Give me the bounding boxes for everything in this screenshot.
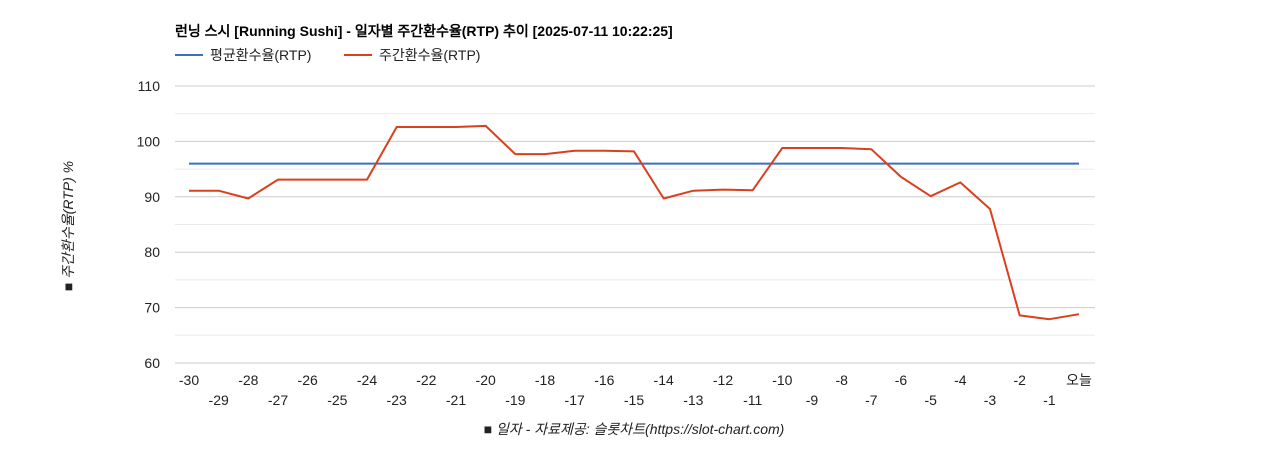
- x-tick-label: -27: [268, 392, 288, 408]
- x-tick-label: -8: [835, 372, 848, 388]
- x-tick-label: -26: [298, 372, 318, 388]
- y-tick-label: 100: [137, 133, 161, 149]
- x-tick-label: -6: [895, 372, 908, 388]
- x-tick-label: -21: [446, 392, 466, 408]
- x-tick-label: -5: [924, 392, 937, 408]
- x-tick-label: -9: [806, 392, 819, 408]
- x-tick-label: -16: [594, 372, 614, 388]
- y-tick-label: 60: [144, 355, 160, 371]
- y-axis-title: ■ 주간환수율(RTP) %: [60, 161, 76, 291]
- x-tick-label: -3: [984, 392, 997, 408]
- x-tick-label: -29: [209, 392, 229, 408]
- x-tick-label: -28: [238, 372, 258, 388]
- x-tick-label: -12: [713, 372, 733, 388]
- y-tick-label: 70: [144, 300, 160, 316]
- y-tick-label: 110: [138, 78, 161, 94]
- x-tick-label: -22: [416, 372, 436, 388]
- x-tick-label: -18: [535, 372, 555, 388]
- x-tick-label: -1: [1043, 392, 1056, 408]
- x-tick-label: -30: [179, 372, 199, 388]
- x-tick-label: -11: [743, 392, 762, 408]
- legend: 평균환수율(RTP) 주간환수율(RTP): [175, 47, 480, 63]
- x-tick-label: -17: [565, 392, 585, 408]
- grid-lines: [175, 85, 1095, 364]
- x-tick-label: -20: [476, 372, 496, 388]
- x-axis-ticks: -30-29-28-27-26-25-24-23-22-21-20-19-18-…: [179, 372, 1092, 408]
- legend-label-average: 평균환수율(RTP): [210, 47, 311, 63]
- y-axis-ticks: 60 70 80 90 100 110: [137, 78, 161, 371]
- x-tick-label: -24: [357, 372, 377, 388]
- x-tick-label: -2: [1013, 372, 1026, 388]
- x-tick-label: -25: [327, 392, 347, 408]
- series-lines: [189, 124, 1080, 321]
- y-tick-label: 80: [144, 244, 160, 260]
- x-tick-label: -13: [683, 392, 703, 408]
- x-tick-label: -15: [624, 392, 644, 408]
- x-tick-label: -23: [387, 392, 407, 408]
- chart-title: 런닝 스시 [Running Sushi] - 일자별 주간환수율(RTP) 추…: [175, 23, 673, 39]
- weekly-rtp-line: [189, 124, 1080, 321]
- x-axis-title: ■ 일자 - 자료제공: 슬롯차트(https://slot-chart.com…: [484, 421, 785, 437]
- x-tick-label: -4: [954, 372, 967, 388]
- x-tick-label: -14: [654, 372, 674, 388]
- x-tick-label: -19: [505, 392, 525, 408]
- legend-label-weekly: 주간환수율(RTP): [379, 47, 480, 63]
- x-tick-label: -7: [865, 392, 878, 408]
- x-tick-label: -10: [772, 372, 792, 388]
- x-tick-label: 오늘: [1066, 372, 1092, 388]
- y-tick-label: 90: [144, 189, 160, 205]
